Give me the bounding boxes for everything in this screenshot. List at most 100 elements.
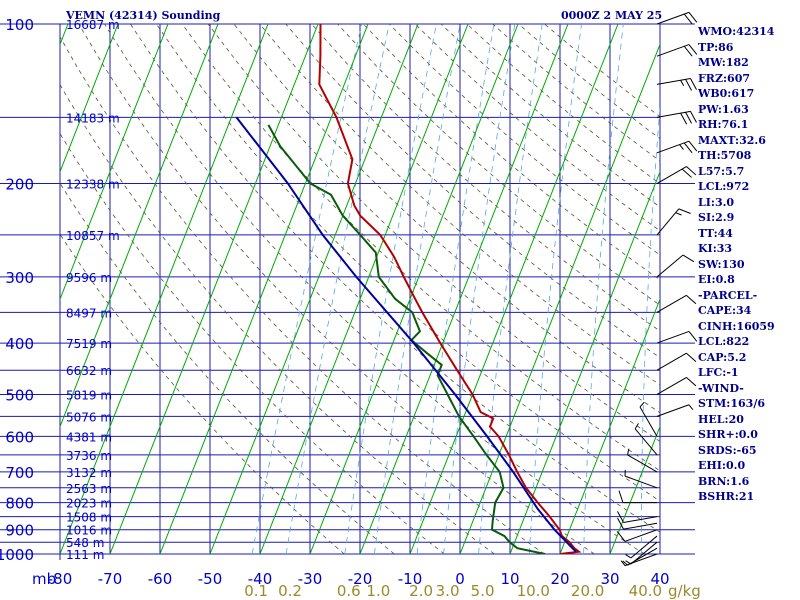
height-label: 9596 m [66,271,112,285]
index-entry: SW:130 [698,257,745,271]
height-label: 111 m [66,548,104,562]
barb-flag [618,490,624,503]
isotherm [309,24,519,554]
index-entry: L57:5.7 [698,164,745,178]
temperature-tick-label: -50 [198,570,223,588]
index-entry: LI:3.0 [698,195,735,209]
dry-adiabat [181,24,660,472]
barb-flag [690,78,697,90]
index-entry: SI:2.9 [698,211,735,224]
height-label: 4381 m [66,430,112,444]
index-entry: SRDS:-65 [698,443,757,457]
barb-staff [623,516,658,523]
index-entry: MW:182 [698,56,749,69]
barb-staff [639,406,658,437]
isotherm [609,425,660,554]
skewed-isotherms [60,24,660,554]
isotherm [359,24,569,554]
height-label: 8497 m [66,306,112,320]
pressure-label: 200 [5,176,34,194]
station-title: VEMN (42314) Sounding [66,9,221,22]
barb-half [634,423,639,430]
index-entry: LCL:822 [698,335,750,348]
barb-staff [656,110,691,118]
barb-half [688,404,694,411]
dry-adiabat [104,24,645,554]
isotherm [509,170,660,554]
barb-flag [686,166,697,176]
dry-adiabat [130,24,660,533]
index-entry: RH:76.1 [698,118,749,131]
barb-staff [656,140,690,154]
wind-barb [656,140,698,154]
barb-half [625,554,632,559]
index-entry: KI:33 [698,242,733,255]
index-entry: BRN:1.6 [698,474,750,488]
isotherm [209,24,419,554]
barb-half [675,212,682,216]
barb-flag [617,511,624,523]
isotherm [60,24,269,554]
axis-labels: 0.1 0.2 0.6 1.0 2.0 3.0 5.0 10.0 20.0 40.0 g/kg100… [0,16,701,600]
barb-flag [688,12,698,23]
wind-barb [625,541,658,565]
barb-flag [686,294,697,305]
barb-staff [656,294,687,313]
barb-flag [688,331,698,342]
barb-flag [686,352,697,362]
parcel-trace [235,116,577,553]
barb-flag [690,111,697,123]
barb-half [625,560,632,565]
index-entry: CAP:5.2 [698,350,747,364]
index-entry: LCL:972 [698,180,750,193]
barb-staff [623,522,658,530]
barb-staff [624,529,658,542]
mixing-ratio-line [344,24,437,554]
wind-barb [625,535,658,559]
barb-staff [656,404,690,417]
index-entry: TH:5708 [698,149,752,162]
wind-barb [624,469,658,489]
pressure-label: 300 [5,269,34,287]
temperature-tick-label: -10 [398,570,423,588]
barb-half [679,144,684,150]
barb-flag [685,79,693,91]
isotherm [60,24,119,174]
mixing-ratio-line [641,101,660,554]
temperature-trace [318,24,582,554]
temperature-tick-label: 20 [550,570,569,588]
dry-adiabat [363,24,660,281]
mixing-ratio-line [478,24,543,554]
barb-flag [682,254,695,263]
wind-barb [618,490,657,504]
height-label: 10857 m [66,229,120,243]
mixing-ratio-label: 0.6 [337,582,361,600]
mixing-ratio-line [416,24,495,554]
mixing-ratio-label: 10.0 [517,582,550,600]
isotherm [409,24,619,554]
pressure-label: 800 [5,495,34,513]
index-entry: STM:163/6 [698,397,765,410]
height-label: 5076 m [66,410,112,424]
mixing-ratio-line [374,24,461,554]
isotherm [259,24,469,554]
barb-flag [680,112,688,125]
height-label: 3736 m [66,449,112,463]
pressure-label: 700 [5,464,34,482]
height-label: 548 m [66,536,104,550]
wind-barb [656,11,698,25]
barb-staff [656,166,687,184]
barb-staff [656,377,687,395]
stability-indices-panel: WMO:42314 TP:86 MW:182 FRZ:607 WB0:617 PW:1.6… [698,24,798,505]
barb-flag [616,531,626,542]
dry-adiabat [155,24,660,502]
index-entry: EHI:0.0 [698,459,746,472]
barb-flag [683,45,693,57]
height-label: 6632 m [66,364,112,378]
barb-staff [656,208,680,236]
wind-barb [656,110,697,125]
barb-flag [685,112,693,124]
mixing-ratio-label: 3.0 [436,582,460,600]
mixing-ratio-line [583,24,624,554]
